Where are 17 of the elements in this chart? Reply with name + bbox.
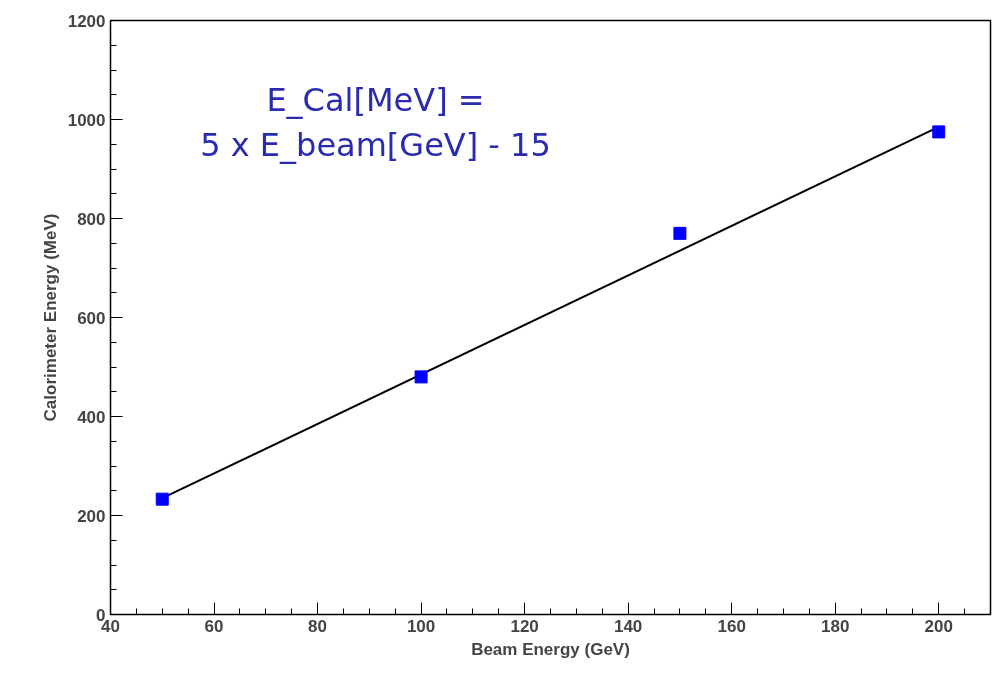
y-tick-label: 1200 [67, 11, 106, 31]
y-tick-label: 600 [77, 308, 106, 328]
y-axis-title: Calorimeter Energy (MeV) [40, 213, 60, 422]
y-tick-label: 400 [77, 407, 106, 427]
x-tick-label: 200 [924, 616, 953, 636]
x-tick-label: 160 [717, 616, 746, 636]
x-tick-label: 140 [613, 616, 643, 636]
x-tick-label: 180 [821, 616, 850, 636]
x-tick-label: 100 [406, 616, 436, 636]
x-axis-title: Beam Energy (GeV) [471, 639, 630, 659]
x-tick-label: 60 [204, 616, 224, 636]
y-tick-label: 800 [77, 209, 106, 229]
y-tick-label: 1000 [67, 110, 106, 130]
annotation: E_Cal[MeV] = 5 x E_beam[GeV] - 15 [200, 80, 551, 165]
x-tick-label: 80 [308, 616, 328, 636]
x-tick-label: 120 [510, 616, 539, 636]
y-tick-label: 200 [77, 506, 106, 526]
